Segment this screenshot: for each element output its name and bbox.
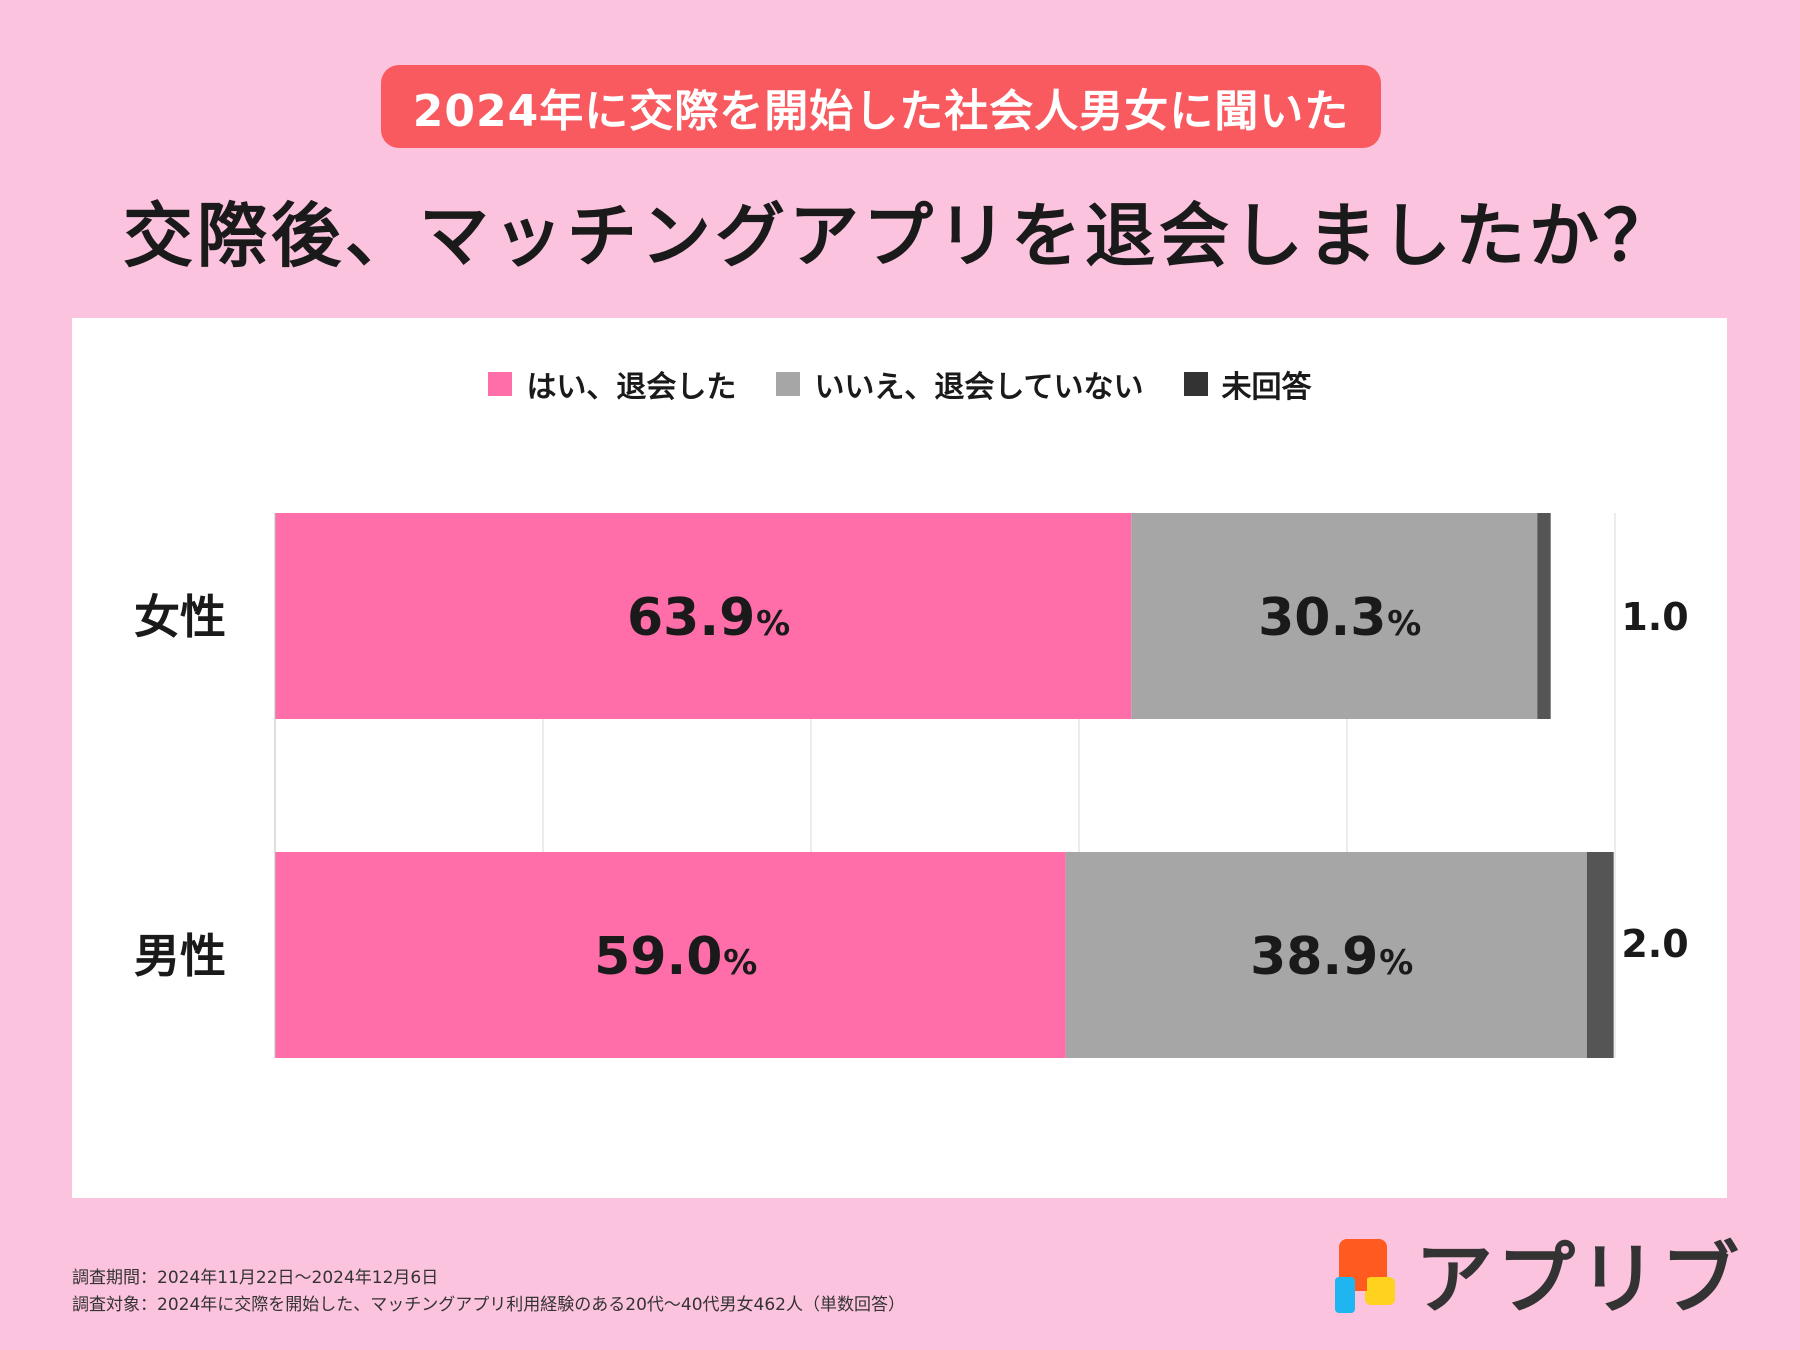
data-unit-category-female-series-0: % [756, 604, 790, 644]
survey-notes: 調査期間：2024年11月22日〜2024年12月6日 調査対象：2024年に交… [72, 1265, 905, 1319]
survey-badge: 2024年に交際を開始した社会人男女に聞いた [381, 65, 1381, 148]
data-label-category-male-series-0: 59.0 [594, 927, 722, 987]
data-unit-category-male-series-1: % [1379, 943, 1413, 983]
bar-category-female-series-1 [1131, 513, 1538, 719]
data-unit-category-female-series-1: % [1387, 604, 1421, 644]
data-label-category-male-series-2: 2.0 [1621, 922, 1688, 966]
brand-logo: アプリブ [1335, 1235, 1755, 1325]
legend-swatch-no-answer [1183, 372, 1208, 396]
legend-item-no: いいえ、退会していない [776, 362, 1144, 406]
legend-label-no: いいえ、退会していない [814, 370, 1144, 405]
category-female-label: 女性 [134, 590, 226, 644]
chart-legend: はい、退会した いいえ、退会していない 未回答 [0, 360, 1800, 408]
survey-target: 調査対象：2024年に交際を開始した、マッチングアプリ利用経験のある20代〜40… [72, 1295, 905, 1315]
bar-category-male-series-2 [1586, 852, 1614, 1058]
survey-period: 調査期間：2024年11月22日〜2024年12月6日 [72, 1268, 439, 1288]
bar-category-female-series-0 [275, 513, 1132, 719]
bar-category-male-series-0 [275, 852, 1066, 1058]
legend-label-yes: はい、退会した [526, 370, 737, 405]
page-title: 交際後、マッチングアプリを退会しましたか？ [123, 195, 1677, 277]
bar-category-male-series-1 [1065, 852, 1587, 1058]
data-label-category-female-series-1: 30.3 [1258, 588, 1386, 648]
data-unit-category-male-series-0: % [723, 943, 757, 983]
data-label-category-male-series-1: 38.9 [1250, 927, 1378, 987]
legend-label-no-answer: 未回答 [1221, 370, 1312, 405]
data-label-category-female-series-0: 63.9 [627, 588, 755, 648]
logo-wordmark: アプリブ [1415, 1235, 1744, 1325]
category-male-label: 男性 [134, 929, 226, 983]
legend-item-yes: はい、退会した [488, 362, 736, 406]
bar-category-female-series-2 [1537, 513, 1551, 719]
legend-swatch-yes [488, 372, 513, 396]
data-label-category-female-series-2: 1.0 [1621, 595, 1688, 639]
legend-item-no-answer: 未回答 [1183, 362, 1312, 406]
legend-swatch-no [776, 372, 801, 396]
logo-mark-icon [1335, 1239, 1395, 1313]
